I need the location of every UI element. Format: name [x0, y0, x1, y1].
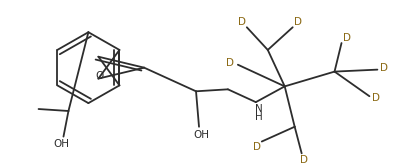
Text: OH: OH: [193, 130, 209, 140]
Text: N: N: [255, 104, 263, 114]
Text: D: D: [294, 17, 302, 27]
Text: D: D: [238, 17, 246, 27]
Text: H: H: [255, 112, 263, 122]
Text: D: D: [226, 58, 234, 68]
Text: D: D: [372, 93, 381, 103]
Text: D: D: [343, 33, 351, 43]
Text: O: O: [95, 71, 103, 81]
Text: OH: OH: [53, 139, 69, 149]
Text: D: D: [300, 155, 308, 165]
Text: D: D: [381, 63, 388, 73]
Text: D: D: [253, 142, 261, 152]
